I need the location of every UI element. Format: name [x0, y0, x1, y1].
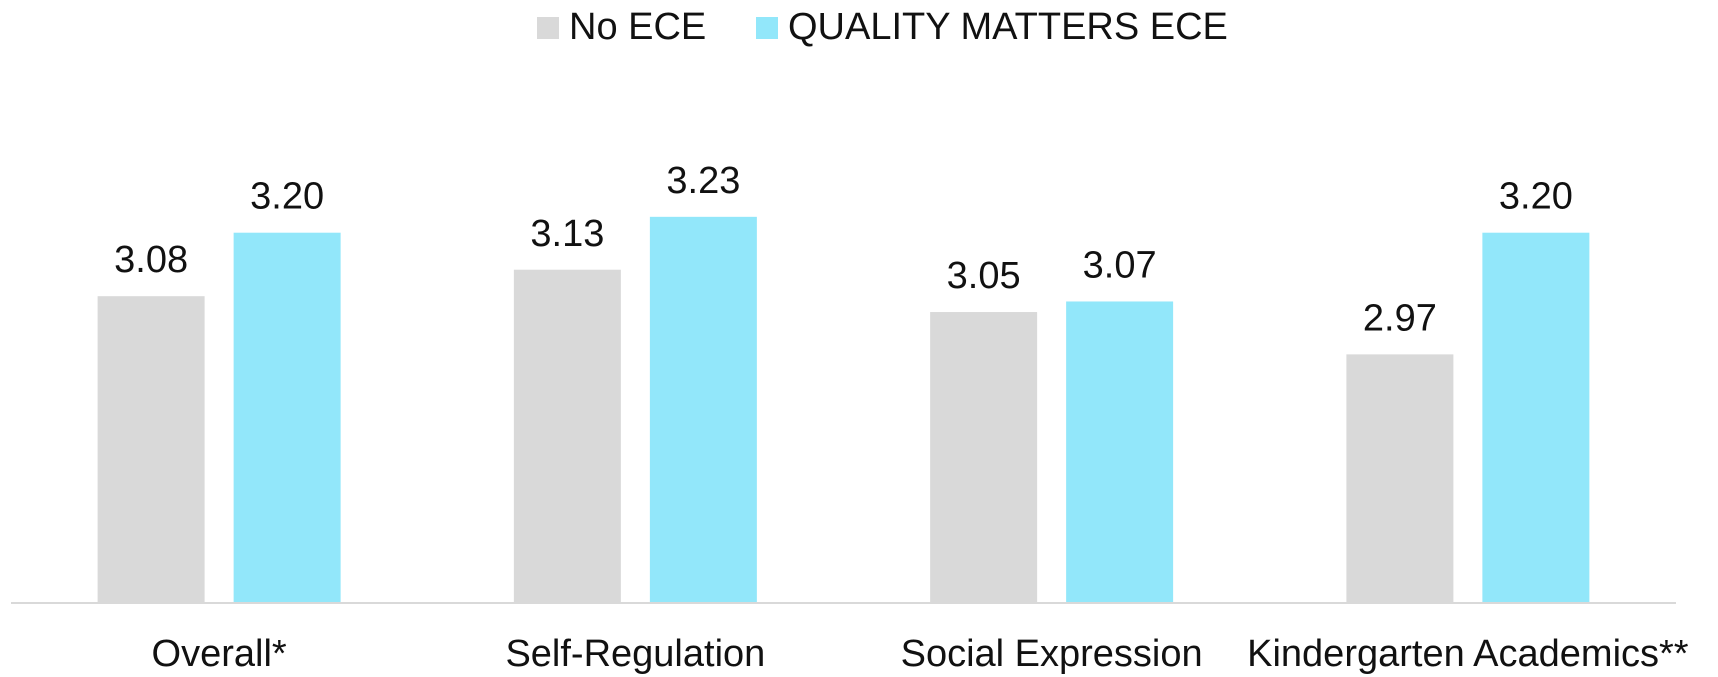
data-label: 3.05	[947, 255, 1021, 297]
data-label: 3.08	[114, 239, 188, 281]
bar	[97, 296, 205, 603]
data-label: 3.23	[666, 160, 740, 202]
bar	[1482, 232, 1590, 603]
legend-swatch	[537, 17, 559, 39]
data-label: 3.07	[1083, 245, 1157, 287]
bar	[1066, 301, 1174, 603]
bar	[930, 312, 1038, 603]
data-label: 3.13	[530, 213, 604, 255]
x-tick-label: Kindergarten Academics**	[1247, 633, 1689, 675]
legend-label: No ECE	[569, 6, 706, 48]
data-label: 3.20	[250, 176, 324, 218]
bar	[649, 216, 757, 603]
legend-swatch	[756, 17, 778, 39]
bar	[513, 269, 621, 603]
legend-label: QUALITY MATTERS ECE	[788, 6, 1228, 48]
x-tick-label: Overall*	[152, 633, 287, 675]
x-tick-label: Social Expression	[901, 633, 1203, 675]
data-label: 3.20	[1499, 176, 1573, 218]
x-tick-label: Self-Regulation	[505, 633, 765, 675]
bar	[233, 232, 341, 603]
data-label: 2.97	[1363, 297, 1437, 339]
bar	[1346, 354, 1454, 603]
